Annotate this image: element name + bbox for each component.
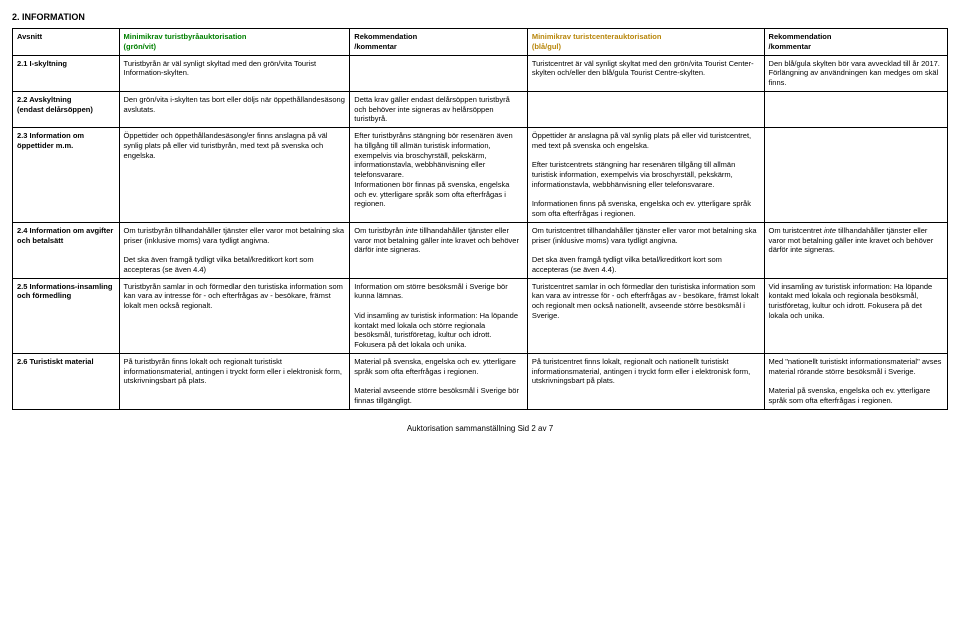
info-table: Avsnitt Minimikrav turistbyråauktorisati… (12, 28, 948, 410)
cell-text: Efter turistcentrets stängning har resen… (532, 160, 735, 189)
cell-text: Det ska även framgå tydligt vilka betal/… (532, 255, 722, 274)
table-row: 2.2 Avskyltning (endast delårsöppen) Den… (13, 91, 948, 127)
header-row: Avsnitt Minimikrav turistbyråauktorisati… (13, 29, 948, 56)
cell-text: Informationen bör finnas på svenska, eng… (354, 180, 509, 209)
cell: Information om större besöksmål i Sverig… (350, 278, 528, 353)
cell: Den blå/gula skylten bör vara avvecklad … (764, 55, 947, 91)
table-row: 2.3 Information om öppettider m.m. Öppet… (13, 128, 948, 223)
cell-text: Om turistcentret (769, 226, 824, 235)
cell-text: Det ska även framgå tydligt vilka betal/… (124, 255, 314, 274)
cell: Turistbyrån är väl synligt skyltad med d… (119, 55, 350, 91)
th-min-blue-l1: Minimikrav turistcenterauktorisation (532, 32, 662, 41)
cell-text: (endast delårsöppen) (17, 105, 93, 114)
th-min-blue: Minimikrav turistcenterauktorisation (bl… (527, 29, 764, 56)
cell-avsnitt: 2.3 Information om öppettider m.m. (13, 128, 120, 223)
cell: Om turistcentret tillhandahåller tjänste… (527, 222, 764, 278)
th-min-green-l1: Minimikrav turistbyråauktorisation (124, 32, 247, 41)
cell-avsnitt: 2.6 Turistiskt material (13, 353, 120, 409)
cell-text: Efter turistbyråns stängning bör resenär… (354, 131, 512, 179)
cell-text: Informationen finns på svenska, engelska… (532, 199, 751, 218)
cell-text: Vid insamling av turistisk information: … (769, 282, 933, 320)
cell (764, 91, 947, 127)
section-title: 2. INFORMATION (12, 12, 948, 22)
cell-text: Om turistcentret tillhandahåller tjänste… (532, 226, 757, 245)
cell-text: Material på svenska, engelska och ev. yt… (354, 357, 516, 376)
cell-text: Öppettider är anslagna på väl synlig pla… (532, 131, 751, 150)
th-rek1-l1: Rekommendation (354, 32, 417, 41)
th-rek2: Rekommendation /kommentar (764, 29, 947, 56)
cell (350, 55, 528, 91)
cell: Öppettider och öppethållandesäsong/er fi… (119, 128, 350, 223)
table-row: 2.5 Informations-insamling och förmedlin… (13, 278, 948, 353)
th-min-green: Minimikrav turistbyråauktorisation (grön… (119, 29, 350, 56)
cell-text: Med "nationellt turistiskt informationsm… (769, 357, 942, 376)
th-avsnitt: Avsnitt (13, 29, 120, 56)
table-row: 2.4 Information om avgifter och betalsät… (13, 222, 948, 278)
cell: Med "nationellt turistiskt informationsm… (764, 353, 947, 409)
cell: Turistcentret är väl synligt skyltat med… (527, 55, 764, 91)
cell: På turistbyrån finns lokalt och regional… (119, 353, 350, 409)
cell: Den grön/vita i-skylten tas bort eller d… (119, 91, 350, 127)
cell-avsnitt: 2.4 Information om avgifter och betalsät… (13, 222, 120, 278)
cell (764, 128, 947, 223)
cell-avsnitt: 2.5 Informations-insamling och förmedlin… (13, 278, 120, 353)
cell-avsnitt: 2.2 Avskyltning (endast delårsöppen) (13, 91, 120, 127)
cell: Turistcentret samlar in och förmedlar de… (527, 278, 764, 353)
cell (527, 91, 764, 127)
table-row: 2.6 Turistiskt material På turistbyrån f… (13, 353, 948, 409)
cell-text: Material på svenska, engelska och ev. yt… (769, 386, 931, 405)
th-rek2-l2: /kommentar (769, 42, 812, 51)
cell: Vid insamling av turistisk information: … (764, 278, 947, 353)
cell-text: Information om större besöksmål i Sverig… (354, 282, 507, 301)
cell: Turistbyrån samlar in och förmedlar den … (119, 278, 350, 353)
cell-text: Om turistbyrån tillhandahåller tjänster … (124, 226, 345, 245)
cell: Om turistbyrån inte tillhandahåller tjän… (350, 222, 528, 278)
cell-text: Material avseende större besöksmål i Sve… (354, 386, 519, 405)
cell-text: Vid insamling av turistisk information: … (354, 311, 518, 349)
cell: Om turistcentret inte tillhandahåller tj… (764, 222, 947, 278)
th-rek1-l2: /kommentar (354, 42, 397, 51)
th-rek1: Rekommendation /kommentar (350, 29, 528, 56)
cell: Öppettider är anslagna på väl synlig pla… (527, 128, 764, 223)
cell-text: Om turistbyrån (354, 226, 405, 235)
th-min-green-l2: (grön/vit) (124, 42, 157, 51)
page-footer: Auktorisation sammanställning Sid 2 av 7 (12, 424, 948, 433)
cell: På turistcentret finns lokalt, regionalt… (527, 353, 764, 409)
cell: Om turistbyrån tillhandahåller tjänster … (119, 222, 350, 278)
cell: Efter turistbyråns stängning bör resenär… (350, 128, 528, 223)
th-rek2-l1: Rekommendation (769, 32, 832, 41)
table-row: 2.1 I-skyltning Turistbyrån är väl synli… (13, 55, 948, 91)
cell: Material på svenska, engelska och ev. yt… (350, 353, 528, 409)
cell-text-italic: inte (406, 226, 418, 235)
cell-avsnitt: 2.1 I-skyltning (13, 55, 120, 91)
cell-text: 2.2 Avskyltning (17, 95, 71, 104)
th-min-blue-l2: (blå/gul) (532, 42, 561, 51)
cell-text-italic: inte (824, 226, 836, 235)
cell: Detta krav gäller endast delårsöppen tur… (350, 91, 528, 127)
